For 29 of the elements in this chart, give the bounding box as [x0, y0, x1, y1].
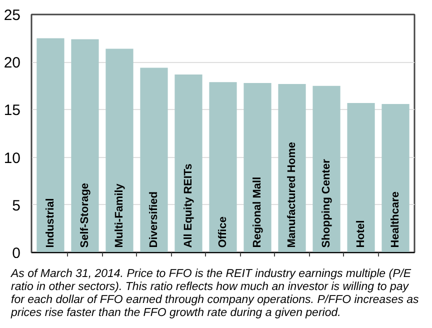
x-tick-label: Shopping Center [320, 158, 333, 248]
bar [140, 68, 168, 252]
x-tick-label: Healthcare [390, 191, 402, 248]
bar [382, 104, 410, 252]
x-tick-label: Office [217, 216, 229, 248]
y-tick-label: 20 [4, 54, 21, 72]
x-tick-label: All Equity REITs [182, 164, 194, 248]
bar [106, 48, 134, 252]
bar [36, 38, 64, 252]
bar [347, 103, 375, 252]
x-tick-label: Regional Mall [252, 176, 264, 248]
x-tick-label: Multi-Family [113, 182, 126, 248]
y-tick-label: 25 [4, 7, 21, 24]
bar [71, 39, 99, 252]
bar [312, 86, 340, 252]
x-tick-label: Diversified [148, 191, 160, 248]
x-tick-label: Self-Storage [78, 182, 91, 248]
x-tick-label: Industrial [44, 198, 56, 248]
y-tick-label: 5 [12, 197, 20, 214]
y-tick-label: 15 [4, 102, 21, 120]
bar [278, 84, 306, 252]
bar [244, 83, 272, 252]
bar [209, 82, 237, 252]
x-tick-label: Manufactured Home [286, 142, 298, 248]
text: As of March 31, 2014. Price to FFO is the REIT industry earnings multiple (P/E ratio in other sectors). This ratio reflects how much an investor is willing to pay for each dollar of FFO earned through company operations. P/FFO increases as prices rise faster than the FFO growth rate during a given period. [11, 268, 420, 320]
bar [174, 74, 202, 252]
x-tick-label: Hotel [355, 220, 368, 248]
y-tick-label: 0 [12, 245, 20, 262]
y-tick-label: 10 [4, 150, 21, 167]
